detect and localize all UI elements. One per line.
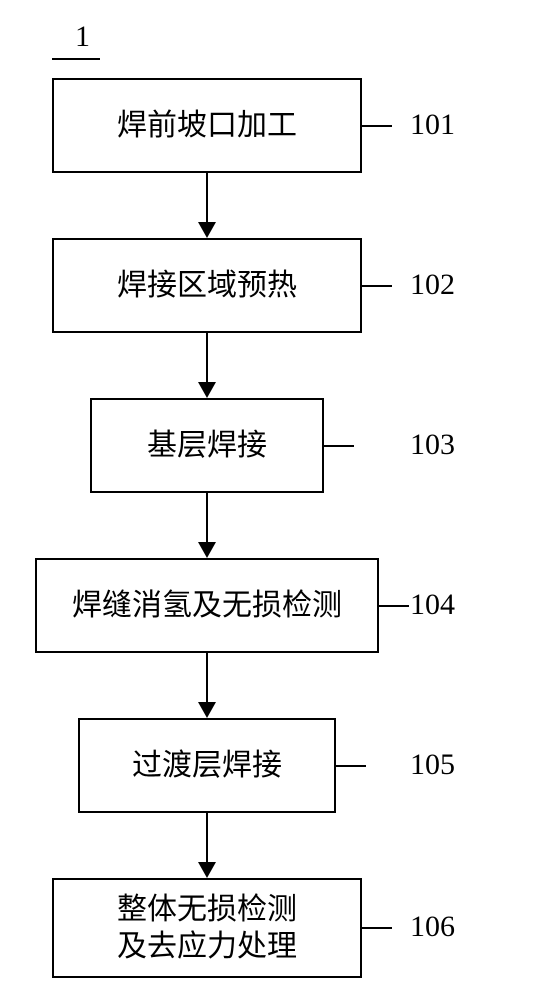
ref-label-103: 103 [410,428,455,462]
flow-step-label: 基层焊接 [147,427,267,465]
ref-label-104: 104 [410,588,455,622]
flow-step-103: 基层焊接 [90,398,324,493]
diagram-number-underline [52,58,100,60]
arrow-stem [206,173,208,222]
flow-step-label: 过渡层焊接 [132,747,282,785]
arrow-head-icon [198,862,216,878]
arrow-head-icon [198,222,216,238]
arrow-head-icon [198,382,216,398]
ref-tick [362,125,392,127]
flow-step-104: 焊缝消氢及无损检测 [35,558,379,653]
ref-label-106: 106 [410,910,455,944]
ref-label-101: 101 [410,108,455,142]
flow-step-105: 过渡层焊接 [78,718,336,813]
flow-step-label: 焊前坡口加工 [117,107,297,145]
ref-label-102: 102 [410,268,455,302]
arrow-stem [206,493,208,542]
arrow-stem [206,333,208,382]
ref-tick [336,765,366,767]
diagram-number: 1 [75,20,90,54]
ref-tick [379,605,409,607]
ref-tick [362,285,392,287]
flowchart-canvas: 1 焊前坡口加工 101 焊接区域预热 102 基层焊接 103 焊缝消氢及无损检测 104 过渡… [0,0,533,1000]
flow-step-102: 焊接区域预热 [52,238,362,333]
flow-step-label: 整体无损检测及去应力处理 [117,891,297,966]
flow-step-106: 整体无损检测及去应力处理 [52,878,362,978]
arrow-stem [206,653,208,702]
arrow-head-icon [198,702,216,718]
ref-tick [362,927,392,929]
flow-step-101: 焊前坡口加工 [52,78,362,173]
ref-label-105: 105 [410,748,455,782]
ref-tick [324,445,354,447]
arrow-stem [206,813,208,862]
flow-step-label: 焊接区域预热 [117,267,297,305]
arrow-head-icon [198,542,216,558]
flow-step-label: 焊缝消氢及无损检测 [72,587,342,625]
